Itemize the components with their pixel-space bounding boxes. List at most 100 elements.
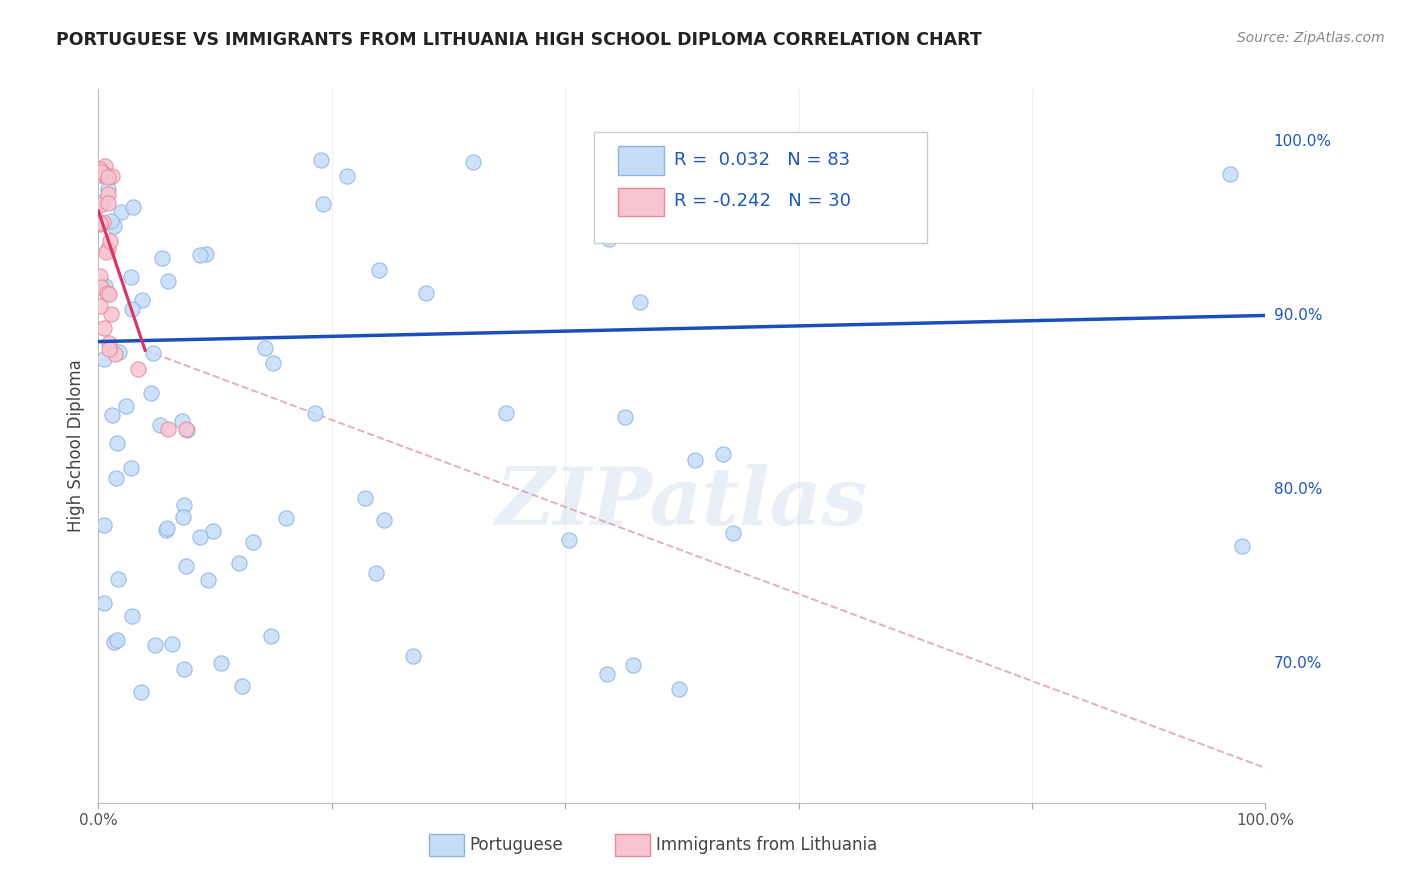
Point	[98, 343, 121, 357]
Point	[628, 295, 651, 310]
Point	[336, 169, 359, 183]
Point	[121, 609, 143, 624]
Point	[93, 320, 115, 334]
FancyBboxPatch shape	[429, 834, 464, 855]
Point	[276, 511, 298, 525]
Point	[402, 649, 425, 664]
Point	[120, 269, 142, 284]
Point	[98, 234, 121, 248]
Point	[90, 168, 112, 182]
Point	[254, 341, 277, 355]
Point	[89, 162, 111, 177]
Point	[105, 632, 128, 647]
Text: 100.0%: 100.0%	[1274, 134, 1331, 149]
Point	[127, 362, 149, 376]
Point	[155, 523, 177, 537]
Point	[103, 635, 125, 649]
Point	[105, 436, 128, 450]
Text: 80.0%: 80.0%	[1274, 482, 1322, 497]
Point	[100, 214, 122, 228]
Point	[228, 556, 250, 570]
Point	[157, 422, 180, 436]
Point	[97, 242, 120, 256]
Point	[173, 662, 195, 676]
Point	[97, 170, 120, 185]
Point	[156, 274, 179, 288]
FancyBboxPatch shape	[595, 132, 927, 243]
Point	[89, 299, 111, 313]
Point	[103, 219, 125, 233]
FancyBboxPatch shape	[617, 146, 665, 175]
Point	[110, 205, 132, 219]
Point	[463, 154, 485, 169]
Point	[373, 513, 395, 527]
Point	[141, 385, 163, 400]
Point	[558, 533, 581, 548]
Point	[90, 165, 112, 179]
Point	[89, 217, 111, 231]
Point	[131, 293, 153, 307]
Point	[1230, 539, 1253, 553]
Point	[94, 245, 117, 260]
Point	[143, 638, 166, 652]
Point	[188, 247, 211, 261]
Point	[104, 347, 127, 361]
Point	[90, 279, 112, 293]
Point	[89, 197, 111, 211]
Point	[93, 352, 115, 367]
Point	[495, 405, 517, 419]
Point	[104, 471, 127, 485]
Text: 90.0%: 90.0%	[1274, 308, 1322, 323]
Text: 70.0%: 70.0%	[1274, 656, 1322, 671]
Point	[176, 423, 198, 437]
Point	[107, 572, 129, 586]
Point	[309, 153, 332, 168]
Point	[231, 679, 253, 693]
Point	[93, 278, 115, 293]
FancyBboxPatch shape	[617, 187, 665, 216]
Point	[142, 345, 165, 359]
Point	[621, 658, 644, 673]
Point	[188, 530, 211, 544]
Point	[195, 247, 218, 261]
Point	[108, 344, 131, 359]
Point	[721, 525, 744, 540]
Text: Source: ZipAtlas.com: Source: ZipAtlas.com	[1237, 31, 1385, 45]
FancyBboxPatch shape	[616, 834, 651, 855]
Point	[173, 498, 195, 512]
Point	[197, 574, 219, 588]
Point	[613, 410, 636, 425]
Point	[598, 232, 620, 246]
Point	[98, 286, 121, 301]
Point	[93, 159, 115, 173]
Point	[156, 521, 179, 535]
Point	[96, 286, 118, 301]
Point	[242, 534, 264, 549]
Point	[122, 200, 145, 214]
Point	[262, 356, 284, 370]
Point	[100, 307, 122, 321]
Point	[89, 216, 111, 230]
Point	[209, 656, 232, 670]
Point	[711, 447, 734, 461]
Point	[101, 409, 124, 423]
Point	[121, 301, 143, 316]
Point	[174, 422, 197, 436]
Text: PORTUGUESE VS IMMIGRANTS FROM LITHUANIA HIGH SCHOOL DIPLOMA CORRELATION CHART: PORTUGUESE VS IMMIGRANTS FROM LITHUANIA …	[56, 31, 981, 49]
Point	[174, 558, 197, 573]
Point	[97, 195, 120, 210]
Point	[120, 460, 142, 475]
Point	[115, 399, 138, 413]
Point	[150, 251, 173, 265]
Point	[94, 168, 117, 182]
Point	[101, 169, 124, 184]
Point	[368, 263, 391, 277]
Point	[93, 194, 115, 208]
Text: ZIPatlas: ZIPatlas	[496, 465, 868, 541]
Point	[129, 684, 152, 698]
Point	[97, 335, 120, 350]
Point	[89, 268, 111, 283]
Text: Immigrants from Lithuania: Immigrants from Lithuania	[657, 836, 877, 854]
Point	[304, 406, 326, 420]
Point	[172, 415, 194, 429]
